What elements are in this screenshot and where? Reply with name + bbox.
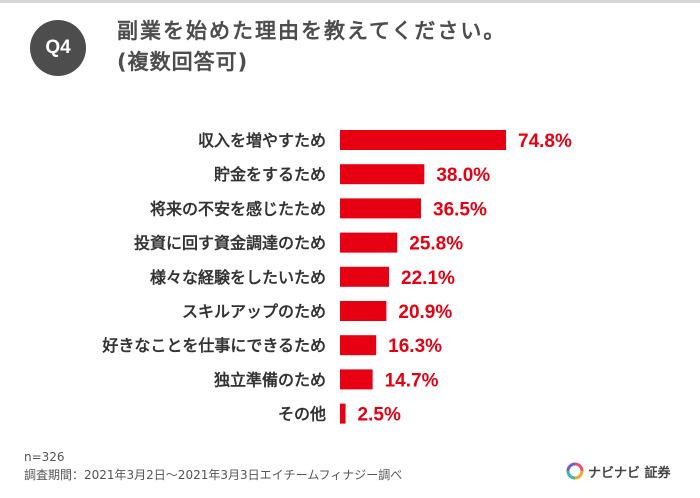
value-label: 38.0% xyxy=(436,165,490,186)
value-label: 20.9% xyxy=(398,302,452,323)
page-subtitle: (複数回答可) xyxy=(117,50,249,74)
category-label: スキルアップのため xyxy=(182,302,326,321)
brand-logo: ナビナビ 証券 xyxy=(566,460,671,482)
value-label: 22.1% xyxy=(401,268,455,289)
bar xyxy=(340,164,425,185)
category-label: 独立準備のため xyxy=(214,370,326,389)
sample-size-note: n=326 xyxy=(24,450,65,464)
category-label: 貯金をするため xyxy=(214,165,326,184)
category-label: 好きなことを仕事にできるため xyxy=(101,336,326,355)
value-label: 2.5% xyxy=(358,405,401,426)
category-label: 収入を増やすため xyxy=(198,131,326,150)
bar xyxy=(340,335,377,356)
navinavi-logo-icon xyxy=(566,462,584,480)
logo-text: ナビナビ 証券 xyxy=(588,465,671,481)
bar xyxy=(340,266,390,287)
bar xyxy=(340,232,398,253)
value-label: 36.5% xyxy=(433,199,487,220)
value-label: 14.7% xyxy=(385,370,439,391)
survey-source-note: 調査期間：2021年3月2日～2021年3月3日エイチームフィナジー調べ xyxy=(24,468,403,482)
question-badge: Q4 xyxy=(30,20,86,76)
page-title: 副業を始めた理由を教えてください。 xyxy=(117,19,507,43)
category-label: その他 xyxy=(278,405,326,424)
bar xyxy=(340,130,506,150)
bar xyxy=(340,369,373,390)
value-label: 74.8% xyxy=(518,131,572,152)
category-label: 投資に回す資金調達のため xyxy=(134,234,326,253)
value-label: 16.3% xyxy=(388,336,442,357)
bar xyxy=(340,403,346,424)
bar xyxy=(340,301,387,321)
category-label: 様々な経験をしたいため xyxy=(150,268,326,287)
top-rule xyxy=(0,0,700,3)
bar xyxy=(340,198,422,219)
category-label: 将来の不安を感じたため xyxy=(150,199,326,218)
value-label: 25.8% xyxy=(409,234,463,255)
